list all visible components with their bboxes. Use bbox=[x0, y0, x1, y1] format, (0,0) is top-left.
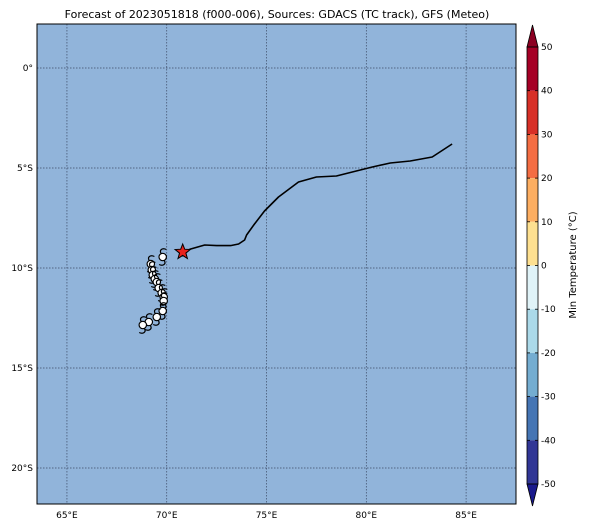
latitude-tick-label: 5°S bbox=[17, 164, 33, 174]
colorbar-band bbox=[527, 90, 538, 135]
colorbar-tick-label: 0 bbox=[541, 262, 547, 272]
longitude-tick-label: 85°E bbox=[455, 511, 477, 521]
graticule bbox=[37, 24, 516, 504]
colorbar-band bbox=[527, 265, 538, 310]
map-frame bbox=[36, 23, 517, 505]
cyclone-track-line bbox=[182, 143, 453, 253]
colorbar-band bbox=[527, 134, 538, 179]
colorbar-under-extension bbox=[526, 483, 539, 507]
colorbar-tick-label: 20 bbox=[541, 174, 553, 184]
colorbar-tick-label: 40 bbox=[541, 87, 553, 97]
colorbar-band bbox=[527, 396, 538, 441]
longitude-labels: 65°E 70°E 75°E 80°E 85°E bbox=[56, 511, 477, 521]
latitude-tick-label: 0° bbox=[23, 64, 33, 74]
colorbar-tick-label: -30 bbox=[541, 393, 556, 403]
colorbar: 50 40 30 20 10 0 -10 -20 -30 -40 -50 bbox=[526, 24, 556, 507]
latitude-tick-label: 10°S bbox=[11, 264, 33, 274]
colorbar-band bbox=[527, 309, 538, 353]
colorbar-tick-label: 30 bbox=[541, 130, 553, 140]
colorbar-tick-label: -20 bbox=[541, 349, 556, 359]
colorbar-band bbox=[527, 221, 538, 266]
colorbar-band bbox=[527, 47, 538, 91]
cyclone-symbol bbox=[158, 302, 167, 320]
cyclone-symbols bbox=[138, 248, 168, 334]
longitude-tick-label: 70°E bbox=[156, 511, 178, 521]
latitude-tick-label: 20°S bbox=[11, 464, 33, 474]
colorbar-tick-label: -50 bbox=[541, 480, 556, 490]
colorbar-band bbox=[527, 440, 538, 484]
figure-title: Forecast of 2023051818 (f000-006), Sourc… bbox=[65, 8, 490, 21]
latitude-labels: 0° 5°S 10°S 15°S 20°S bbox=[11, 64, 33, 474]
ocean-background bbox=[37, 24, 516, 504]
colorbar-tick-label: 50 bbox=[541, 43, 553, 53]
colorbar-tick-label: 10 bbox=[541, 218, 553, 228]
current-position-star bbox=[173, 242, 192, 260]
longitude-tick-label: 75°E bbox=[256, 511, 278, 521]
colorbar-tick-label: -10 bbox=[541, 305, 556, 315]
cyclone-symbol bbox=[138, 316, 148, 334]
latitude-tick-label: 15°S bbox=[11, 364, 33, 374]
longitude-tick-label: 80°E bbox=[355, 511, 377, 521]
longitude-tick-label: 65°E bbox=[56, 511, 78, 521]
colorbar-band bbox=[527, 352, 538, 397]
cyclone-symbol bbox=[152, 308, 162, 326]
colorbar-over-extension bbox=[526, 24, 539, 48]
colorbar-band bbox=[527, 178, 538, 222]
colorbar-label: Min Temperature (°C) bbox=[568, 211, 579, 318]
cyclone-symbol bbox=[158, 248, 167, 266]
colorbar-tick-label: -40 bbox=[541, 436, 556, 446]
current-position bbox=[173, 242, 192, 260]
